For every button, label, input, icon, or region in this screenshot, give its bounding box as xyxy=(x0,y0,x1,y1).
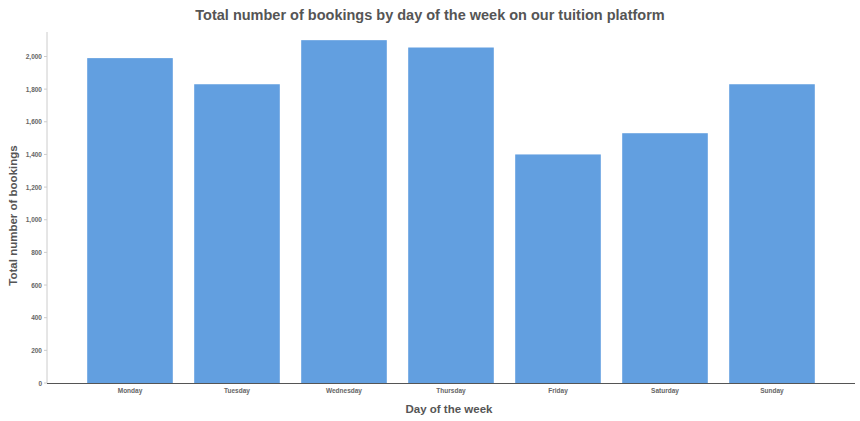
y-tick xyxy=(44,317,47,318)
y-tick-label: 600 xyxy=(31,282,42,289)
y-axis-title: Total number of bookings xyxy=(7,145,19,285)
y-tick-label: 1,800 xyxy=(26,86,43,94)
x-tick-label: Sunday xyxy=(760,387,784,395)
x-axis-line xyxy=(47,383,855,384)
y-tick-label: 1,400 xyxy=(26,151,43,159)
y-tick xyxy=(44,89,47,90)
y-tick-label: 200 xyxy=(31,347,42,354)
y-tick xyxy=(44,285,47,286)
bar xyxy=(87,58,173,383)
y-tick-label: 1,000 xyxy=(26,216,43,224)
bar xyxy=(622,133,708,383)
bar xyxy=(729,84,815,383)
y-tick xyxy=(44,350,47,351)
y-tick xyxy=(44,252,47,253)
chart: Total number of bookings by day of the w… xyxy=(0,0,860,421)
x-tick-label: Tuesday xyxy=(224,387,250,395)
y-tick xyxy=(44,219,47,220)
y-tick-label: 400 xyxy=(31,314,42,321)
x-axis-title: Day of the week xyxy=(406,403,494,415)
y-tick-label: 2,000 xyxy=(26,53,43,61)
x-tick-label: Thursday xyxy=(436,387,466,395)
title: Total number of bookings by day of the w… xyxy=(195,7,664,23)
y-axis-line xyxy=(47,32,48,383)
bar xyxy=(408,48,494,383)
y-tick-label: 1,600 xyxy=(26,118,43,126)
y-tick-label: 1,200 xyxy=(26,184,43,192)
bar xyxy=(515,154,601,383)
x-tick-label: Friday xyxy=(548,387,568,395)
y-tick xyxy=(44,154,47,155)
bar xyxy=(194,84,280,383)
y-tick xyxy=(44,383,47,384)
y-tick xyxy=(44,121,47,122)
y-tick xyxy=(44,187,47,188)
bars xyxy=(87,40,815,383)
x-tick-label: Monday xyxy=(118,387,143,395)
bar xyxy=(301,40,387,383)
y-tick xyxy=(44,56,47,57)
y-tick-label: 800 xyxy=(31,249,42,256)
x-tick-label: Saturday xyxy=(651,387,679,395)
x-tick-label: Wednesday xyxy=(326,387,362,395)
y-tick-label: 0 xyxy=(38,380,42,387)
